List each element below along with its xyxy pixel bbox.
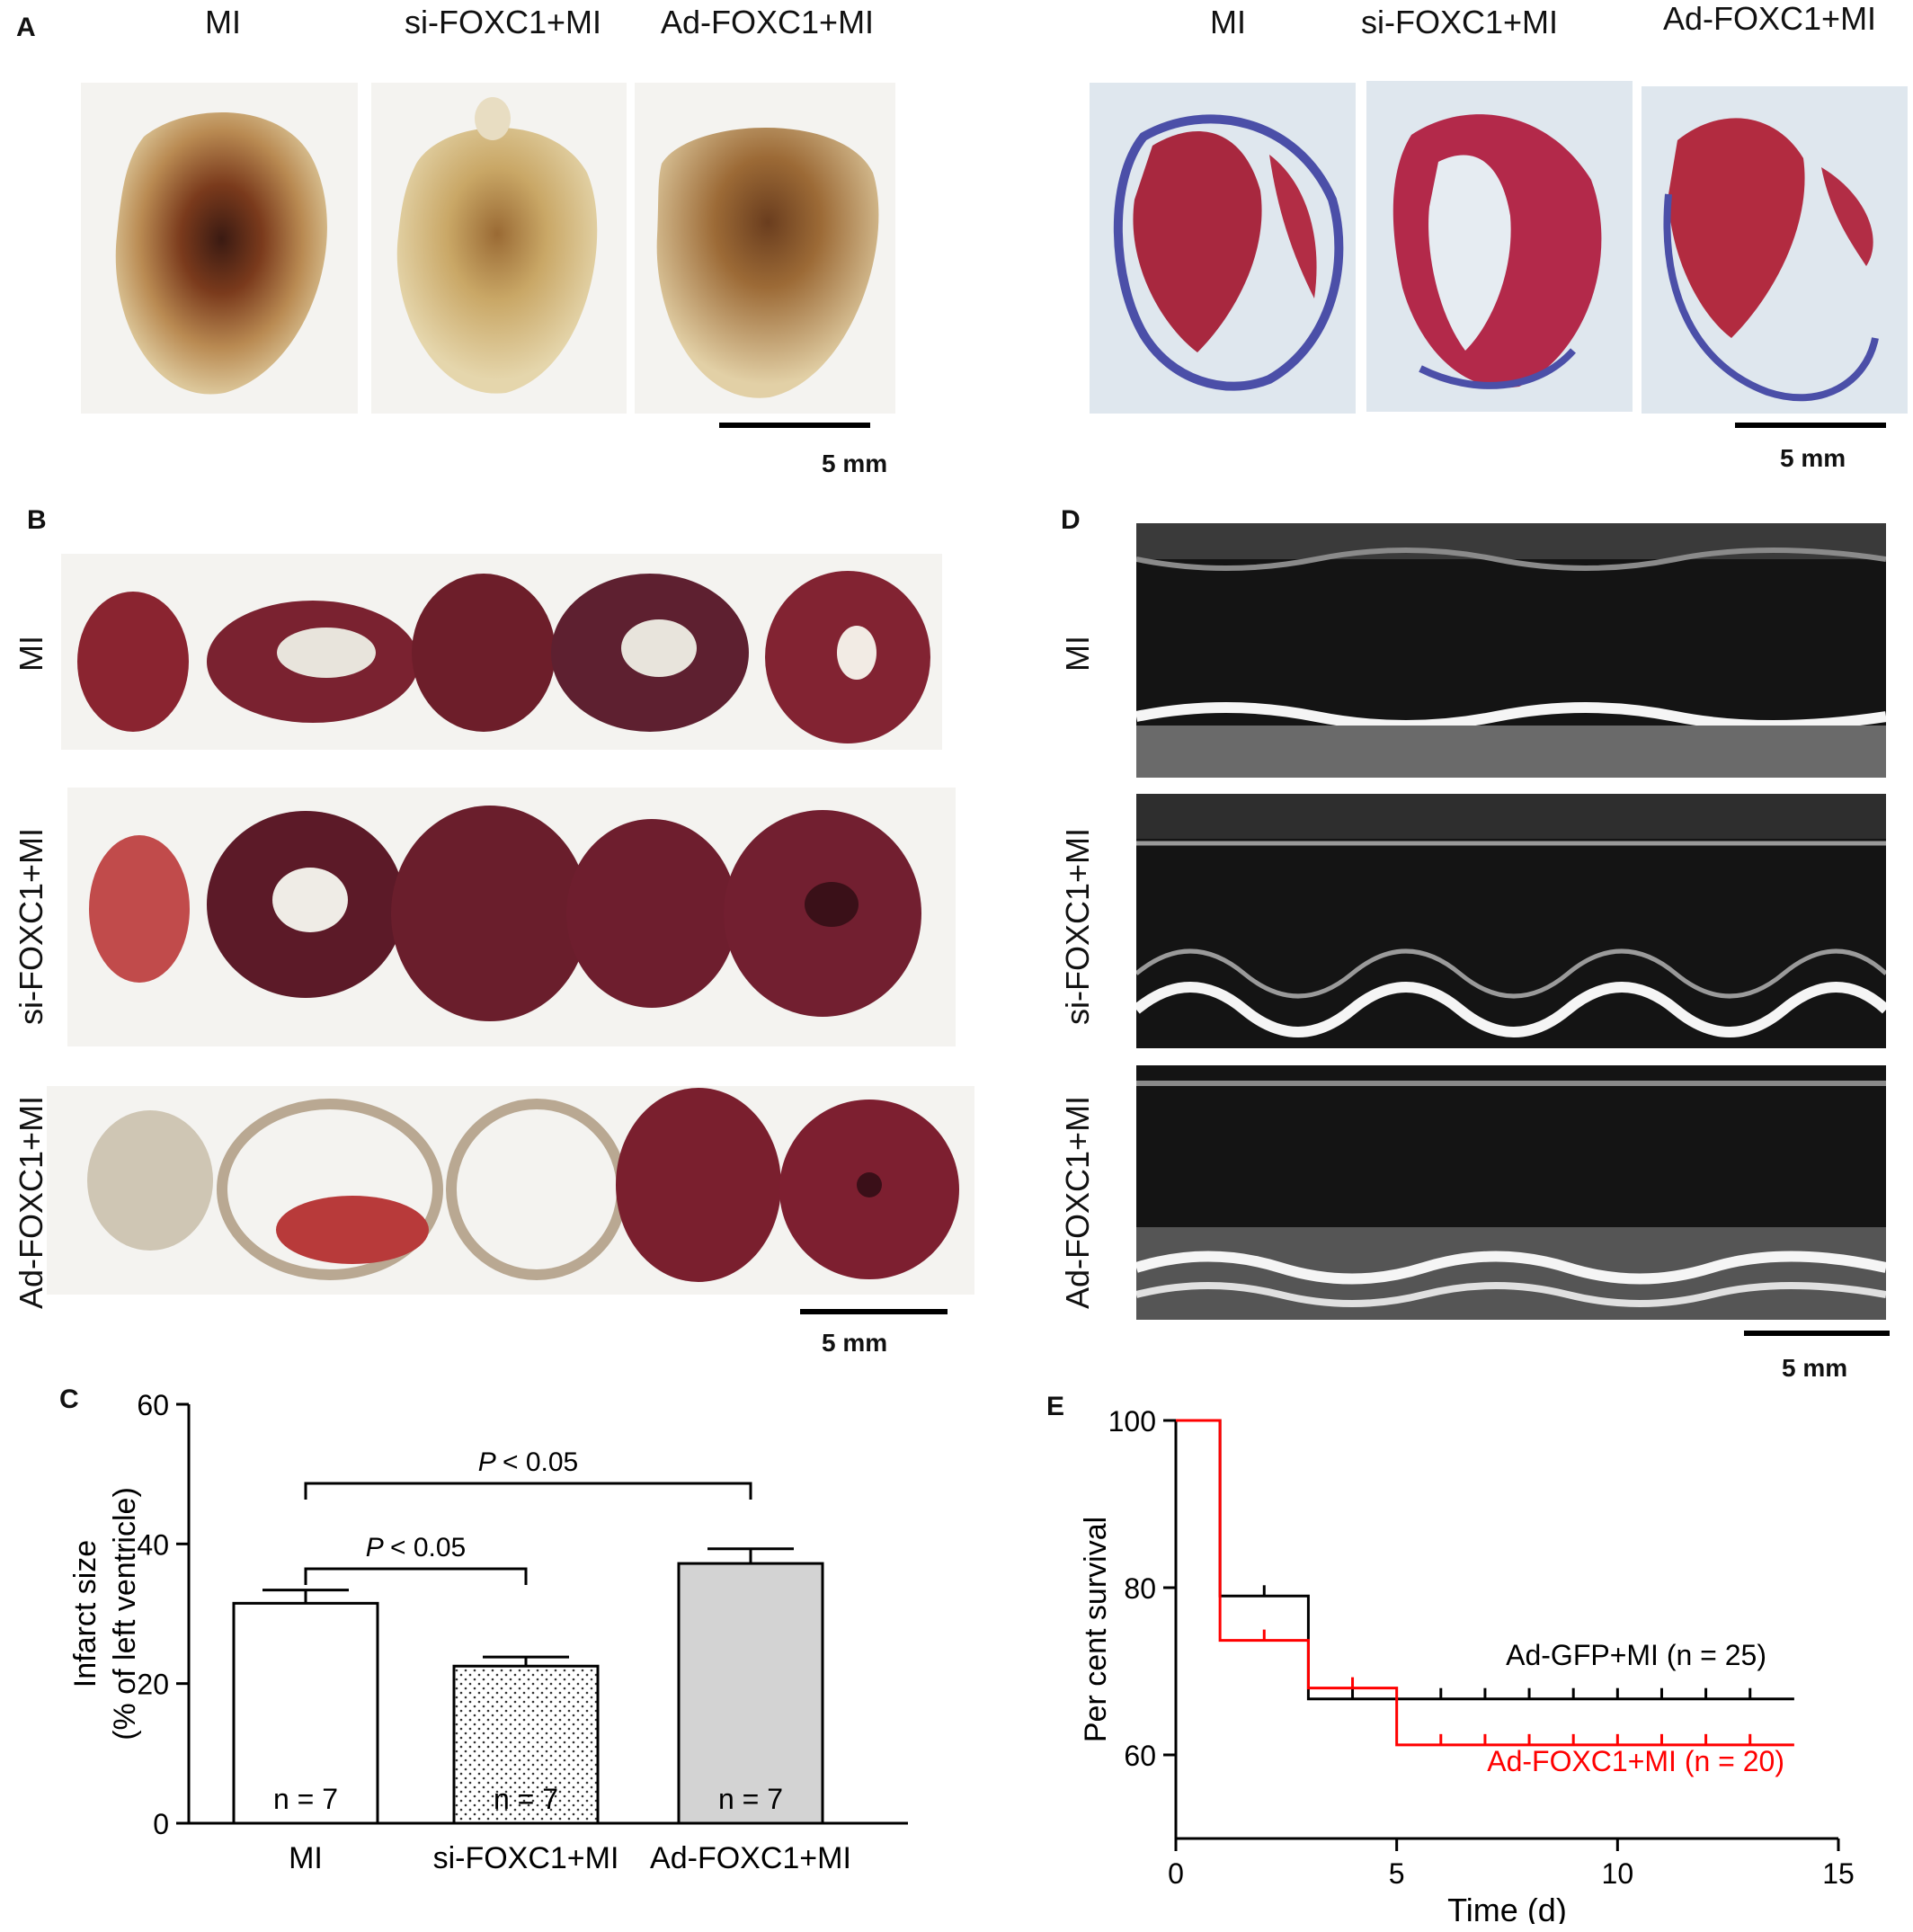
- panel-b-slices-ad: [47, 1086, 974, 1295]
- e-series-label-foxc1: Ad-FOXC1+MI (n = 20): [1487, 1745, 1784, 1777]
- panel-d-row-label-mi: MI: [1059, 636, 1096, 672]
- c-y-tick-label: 0: [153, 1808, 169, 1840]
- trichrome-section-si: [1366, 81, 1633, 412]
- trichrome-image-si: [1392, 114, 1602, 389]
- c-sig-bracket-2: [304, 1482, 752, 1500]
- panel-a-right-scale-text: 5 mm: [1780, 444, 1846, 472]
- c-y-tick-label: 60: [137, 1389, 169, 1421]
- panel-a-stain-header-mi: MI: [1210, 4, 1246, 40]
- gross-heart-photo-ad: [635, 83, 895, 414]
- e-y-tick-label: 80: [1124, 1572, 1156, 1605]
- c-bar: [677, 1562, 824, 1825]
- trichrome-section-ad: [1642, 86, 1908, 414]
- c-n-label: n = 7: [494, 1783, 558, 1815]
- panel-a-stain-header-si: si-FOXC1+MI: [1361, 4, 1559, 40]
- trichrome-image-mi: [1113, 114, 1344, 391]
- panel-d-scale-bar: [1744, 1331, 1890, 1336]
- c-y-tick-label: 20: [137, 1669, 169, 1701]
- panel-c-label: C: [59, 1384, 79, 1414]
- c-x-tick-label: Ad-FOXC1+MI: [650, 1841, 851, 1875]
- e-survival-line: [1176, 1419, 1794, 1747]
- panel-b-slices-image-mi: [77, 571, 930, 743]
- echo-mmode-image-si: [1136, 794, 1886, 1037]
- c-sig-label-1: P < 0.05: [366, 1533, 466, 1563]
- echo-mmode-ad: [1136, 1065, 1886, 1320]
- panel-e-label: E: [1046, 1392, 1065, 1421]
- panel-b-row-label-mi: MI: [13, 636, 49, 672]
- e-x-tick-label: 5: [1389, 1857, 1405, 1890]
- e-y-tick-label: 60: [1124, 1740, 1156, 1772]
- panel-b-row-label-si: si-FOXC1+MI: [13, 827, 49, 1025]
- panel-a-right-scale-bar: [1735, 423, 1886, 428]
- panel-d-scale-text: 5 mm: [1782, 1354, 1848, 1382]
- gross-heart-image-ad: [656, 128, 879, 398]
- gross-heart-photo-si: [371, 83, 627, 414]
- e-x-tick-label: 15: [1822, 1857, 1855, 1890]
- gross-heart-image-mi: [115, 111, 327, 395]
- trichrome-image-ad: [1663, 118, 1879, 402]
- e-y-tick-label: 100: [1108, 1405, 1156, 1438]
- panel-a-stain-header-ad: Ad-FOXC1+MI: [1663, 0, 1877, 37]
- echo-mmode-mi: [1136, 523, 1886, 778]
- panel-b-scale-text: 5 mm: [822, 1329, 888, 1357]
- panel-d-row-label-si: si-FOXC1+MI: [1059, 827, 1096, 1025]
- panel-a-gross-header-mi: MI: [205, 4, 241, 40]
- gross-heart-image-si: [396, 97, 598, 394]
- panel-a-left-scale-text: 5 mm: [822, 450, 888, 477]
- infarct-size-bar-chart: 0 20 40 60 Infarct size (% of left ventricle)…: [68, 1389, 908, 1875]
- echo-mmode-image-mi: [1136, 523, 1886, 778]
- gross-heart-photo-mi: [81, 83, 358, 414]
- e-x-tick-label: 0: [1168, 1857, 1184, 1890]
- panel-a-label: A: [16, 13, 36, 42]
- e-x-tick-label: 10: [1602, 1857, 1634, 1890]
- c-n-label: n = 7: [718, 1783, 783, 1815]
- panel-b-slices-mi: [61, 554, 942, 750]
- panel-a-left-scale-bar: [719, 423, 870, 428]
- c-y-axis-label-2: (% of left ventricle): [108, 1487, 142, 1741]
- panel-b-scale-bar: [800, 1309, 948, 1314]
- echo-mmode-image-ad: [1136, 1081, 1886, 1320]
- c-x-tick-label: si-FOXC1+MI: [433, 1841, 619, 1875]
- panel-b-slices-si: [67, 788, 956, 1046]
- c-sig-label-2: P < 0.05: [478, 1447, 578, 1477]
- panel-d-row-label-ad: Ad-FOXC1+MI: [1059, 1095, 1096, 1309]
- panel-a-gross-header-si: si-FOXC1+MI: [405, 4, 602, 40]
- c-y-tick-label: 40: [137, 1528, 169, 1561]
- c-bar: [452, 1664, 600, 1825]
- panel-b-slices-image-ad: [87, 1088, 959, 1282]
- c-y-axis-label-1: Infarct size: [68, 1540, 102, 1687]
- c-n-label: n = 7: [273, 1783, 338, 1815]
- panel-d-label: D: [1061, 505, 1081, 535]
- trichrome-section-mi: [1090, 83, 1356, 414]
- e-x-axis-label: Time (d): [1447, 1892, 1567, 1924]
- e-series-label-gfp: Ad-GFP+MI (n = 25): [1506, 1639, 1766, 1671]
- panel-b-label: B: [27, 505, 47, 535]
- c-sig-bracket-1: [304, 1567, 528, 1585]
- panel-b-row-label-ad: Ad-FOXC1+MI: [13, 1095, 49, 1309]
- survival-curve-chart: 60 80 100 0 5 10 15 Time (d) Per cent survival A…: [1079, 1405, 1855, 1924]
- panel-a-gross-header-ad: Ad-FOXC1+MI: [661, 4, 875, 40]
- echo-mmode-si: [1136, 794, 1886, 1048]
- panel-b-slices-image-si: [89, 806, 921, 1021]
- e-y-axis-label: Per cent survival: [1079, 1517, 1113, 1742]
- c-x-tick-label: MI: [289, 1841, 323, 1875]
